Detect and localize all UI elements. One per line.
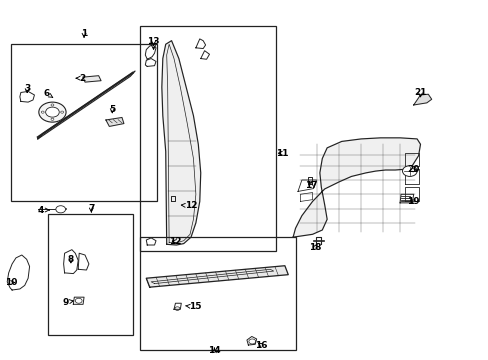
Polygon shape: [38, 71, 135, 139]
Text: 10: 10: [5, 278, 17, 287]
Text: 18: 18: [308, 243, 321, 252]
Polygon shape: [162, 41, 201, 245]
Circle shape: [41, 111, 44, 113]
Text: 5: 5: [109, 105, 115, 114]
Text: 7: 7: [88, 204, 94, 213]
Text: 21: 21: [413, 88, 426, 97]
Text: 3: 3: [24, 84, 30, 93]
Text: 8: 8: [68, 255, 74, 264]
Text: 12: 12: [169, 237, 182, 246]
Text: 12: 12: [181, 201, 197, 210]
Text: 9: 9: [63, 298, 73, 307]
Text: 19: 19: [407, 197, 419, 206]
Text: 20: 20: [407, 166, 419, 175]
Circle shape: [56, 206, 65, 213]
Polygon shape: [413, 94, 431, 105]
Polygon shape: [83, 76, 101, 82]
Text: 4: 4: [37, 206, 49, 215]
Circle shape: [402, 166, 416, 176]
Bar: [11, 44, 157, 202]
Bar: [140, 26, 276, 251]
Circle shape: [45, 107, 59, 117]
Circle shape: [61, 111, 63, 113]
Circle shape: [51, 118, 54, 120]
Text: 11: 11: [276, 149, 288, 158]
Text: 6: 6: [43, 89, 53, 98]
Bar: [140, 237, 295, 350]
Text: 2: 2: [76, 74, 85, 83]
Bar: [47, 214, 132, 336]
Text: 15: 15: [185, 302, 201, 311]
Text: 16: 16: [255, 341, 267, 350]
Circle shape: [39, 102, 66, 122]
Text: 13: 13: [147, 37, 160, 46]
Polygon shape: [292, 138, 420, 237]
Text: 1: 1: [81, 29, 87, 38]
Circle shape: [51, 104, 54, 106]
Text: 14: 14: [207, 346, 220, 355]
Polygon shape: [146, 266, 287, 287]
Text: 17: 17: [304, 181, 317, 190]
Polygon shape: [106, 117, 123, 126]
